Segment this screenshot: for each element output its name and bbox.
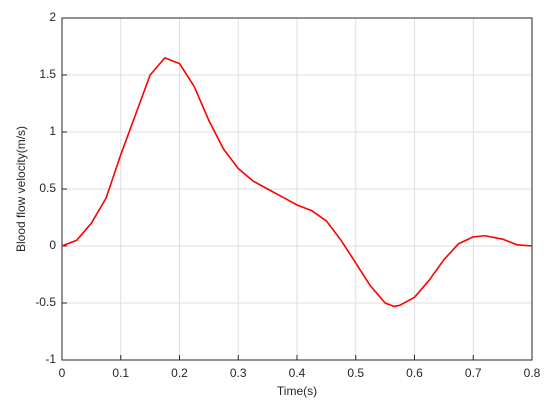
- x-tick-label: 0.7: [465, 366, 482, 380]
- y-tick-label: 1: [49, 124, 56, 138]
- x-tick-label: 0.1: [112, 366, 129, 380]
- x-tick-label: 0.6: [406, 366, 423, 380]
- x-tick-label: 0.2: [171, 366, 188, 380]
- y-tick-label: -1: [45, 352, 56, 366]
- y-tick-label: 2: [49, 10, 56, 24]
- y-tick-label: 1.5: [39, 67, 56, 81]
- x-axis-label: Time(s): [277, 384, 317, 398]
- x-tick-label: 0.4: [289, 366, 306, 380]
- y-axis-label: Blood flow velocity(m/s): [14, 126, 28, 252]
- y-tick-label: 0: [49, 238, 56, 252]
- y-tick-label: -0.5: [35, 295, 56, 309]
- x-tick-label: 0.3: [230, 366, 247, 380]
- x-tick-label: 0.5: [347, 366, 364, 380]
- plot-frame: [61, 17, 533, 361]
- y-tick-label: 0.5: [39, 181, 56, 195]
- x-tick-label: 0: [59, 366, 66, 380]
- data-line: [61, 57, 533, 308]
- x-tick-label: 0.8: [524, 366, 541, 380]
